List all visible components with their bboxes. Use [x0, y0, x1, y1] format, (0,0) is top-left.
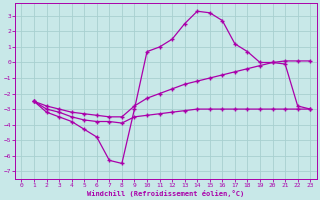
X-axis label: Windchill (Refroidissement éolien,°C): Windchill (Refroidissement éolien,°C): [87, 190, 244, 197]
